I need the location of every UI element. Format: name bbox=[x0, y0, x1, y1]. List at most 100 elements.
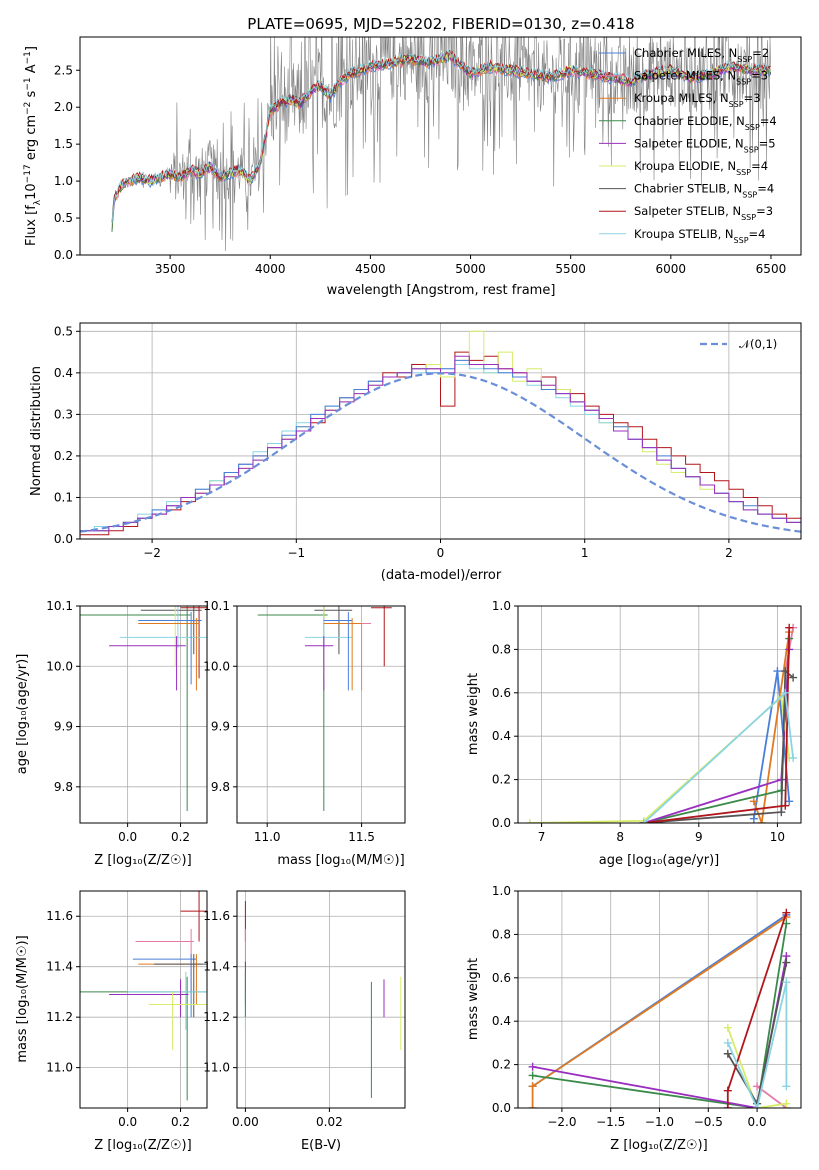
y-tick-label: 1.0 bbox=[492, 884, 511, 898]
weight-line bbox=[529, 695, 791, 823]
legend-eq: = bbox=[760, 114, 770, 128]
axes-frame bbox=[79, 605, 208, 824]
legend-ssp-sub: SSP bbox=[734, 235, 749, 244]
legend-ssp-sub: SSP bbox=[742, 190, 757, 199]
x-tick-label: 4000 bbox=[255, 262, 286, 276]
weight-marker bbox=[525, 819, 534, 823]
panel-age-vs-mass: 11.0 11.5 9.8 9.9 10.0 10.1 mass [log₁₀(M/M☉)] bbox=[203, 599, 406, 868]
weight-marker bbox=[753, 1104, 762, 1108]
y-axis-label: mass weight bbox=[466, 958, 481, 1040]
legend-name: Kroupa MILES bbox=[634, 91, 713, 105]
y-tick-label: 11.0 bbox=[46, 1061, 73, 1075]
weight-marker bbox=[782, 978, 791, 987]
legend-nssp-label: , N bbox=[720, 159, 736, 173]
x-tick-label: 9 bbox=[695, 830, 703, 844]
panel-spectrum: 3500 4000 4500 5000 5500 6000 6500 0.0 0.5 1.0 1.5… bbox=[23, 36, 802, 298]
weight-marker bbox=[789, 753, 798, 762]
y-tick-label: 0.1 bbox=[54, 490, 73, 504]
weight-marker bbox=[781, 801, 790, 810]
x-tick-label: 6500 bbox=[756, 262, 787, 276]
legend-eq: = bbox=[744, 91, 754, 105]
legend-name: Chabrier MILES bbox=[634, 46, 721, 60]
panel-weight-vs-age: 7 8 9 10 0.0 0.2 0.4 0.6 0.8 1.0 age [log₁₀(age/yr… bbox=[466, 599, 802, 868]
legend-name: Kroupa STELIB bbox=[634, 227, 718, 241]
weight-marker bbox=[723, 1104, 732, 1108]
x-tick-label: 0.0 bbox=[118, 1115, 137, 1129]
y-tick-label: 11.6 bbox=[46, 909, 73, 923]
x-tick-label: 6000 bbox=[656, 262, 687, 276]
plot-area bbox=[244, 901, 402, 1098]
legend-nssp: 2 bbox=[762, 46, 769, 60]
x-tick-label: 0.0 bbox=[748, 1115, 767, 1129]
legend-entry: Kroupa MILES, NSSP=3 bbox=[634, 91, 761, 109]
legend-nssp: 4 bbox=[758, 227, 765, 241]
panel-residuals: −2 −1 0 1 2 0.0 0.1 0.2 0.3 0.4 0.5 (data-model)/er… bbox=[29, 322, 802, 583]
legend-nssp: 4 bbox=[769, 114, 776, 128]
y-axis-label: mass [log₁₀(M/M☉)] bbox=[15, 935, 30, 1062]
weight-marker bbox=[723, 1086, 732, 1095]
panel-weight-vs-Z: −2.0 −1.5 −1.0 −0.5 0.0 0.0 0.2 0.4 0.6 0.8 1.0 Z [… bbox=[466, 884, 802, 1153]
y-tick-label: 1.0 bbox=[54, 174, 73, 188]
weight-line bbox=[532, 923, 788, 1108]
gaussian-line bbox=[80, 372, 801, 533]
legend-entry: 𝒩(0,1) bbox=[739, 337, 777, 351]
weight-marker bbox=[782, 1082, 791, 1091]
axes-frame bbox=[79, 890, 208, 1109]
legend-nssp-label: , N bbox=[713, 91, 729, 105]
y-tick-label: 0.5 bbox=[54, 324, 73, 338]
y-tick-label: 0.6 bbox=[492, 971, 511, 985]
y-tick-label: 11.4 bbox=[203, 960, 230, 974]
x-tick-label: −2.0 bbox=[547, 1115, 576, 1129]
legend-eq: = bbox=[752, 46, 762, 60]
legend-entry: Salpeter MILES, NSSP=3 bbox=[634, 69, 768, 87]
legend-name: Salpeter MILES bbox=[634, 69, 720, 83]
legend-nssp: 4 bbox=[767, 182, 774, 196]
legend-name: Salpeter ELODIE bbox=[634, 136, 728, 150]
x-tick-label: −1 bbox=[287, 546, 305, 560]
y-tick-label: 0.8 bbox=[492, 642, 511, 656]
weight-marker bbox=[528, 1082, 537, 1091]
legend-entry: Chabrier STELIB, NSSP=4 bbox=[634, 182, 774, 200]
weight-marker bbox=[749, 797, 758, 806]
legend-nssp-label: , N bbox=[728, 136, 744, 150]
legend-nssp-label: , N bbox=[721, 46, 737, 60]
legend-ssp-sub: SSP bbox=[741, 213, 756, 222]
y-tick-label: 9.9 bbox=[211, 720, 230, 734]
legend-ssp-sub: SSP bbox=[745, 122, 760, 131]
spectrum-model-line bbox=[111, 48, 771, 224]
x-tick-label: 0.0 bbox=[118, 830, 137, 844]
axes-frame bbox=[236, 605, 406, 824]
legend-entry: Kroupa ELODIE, NSSP=4 bbox=[634, 159, 768, 177]
weight-marker bbox=[723, 1038, 732, 1047]
axes-frame bbox=[79, 36, 802, 256]
x-tick-label: −2 bbox=[143, 546, 161, 560]
plot-area bbox=[111, 37, 771, 252]
histogram-step bbox=[80, 355, 801, 539]
legend-eq: = bbox=[751, 159, 761, 173]
y-tick-label: 10.0 bbox=[46, 659, 73, 673]
weight-marker bbox=[723, 1023, 732, 1032]
y-axis-label: Normed distribution bbox=[29, 366, 44, 496]
x-axis-label: Z [log₁₀(Z/Z☉)] bbox=[94, 1138, 191, 1153]
plot-area bbox=[257, 606, 392, 811]
y-tick-label: 10.0 bbox=[203, 659, 230, 673]
y-tick-label: 9.8 bbox=[211, 780, 230, 794]
x-tick-label: 8 bbox=[616, 830, 624, 844]
y-tick-label: 11.6 bbox=[203, 909, 230, 923]
weight-marker bbox=[723, 1049, 732, 1058]
legend-entry: Salpeter STELIB, NSSP=3 bbox=[634, 204, 773, 222]
legend-entry: Chabrier MILES, NSSP=2 bbox=[634, 46, 769, 64]
weight-marker bbox=[782, 958, 791, 967]
x-axis-label: Z [log₁₀(Z/Z☉)] bbox=[610, 1138, 707, 1153]
legend-ssp-sub: SSP bbox=[736, 77, 751, 86]
y-tick-label: 0.0 bbox=[54, 248, 73, 262]
legend-nssp: 3 bbox=[753, 91, 760, 105]
weight-line bbox=[726, 1027, 787, 1108]
panel-mass-vs-ebv: 0.00 0.02 11.0 11.2 11.4 11.6 E(B-V) bbox=[203, 890, 406, 1153]
legend-ssp-sub: SSP bbox=[744, 145, 759, 154]
y-tick-label: 11.4 bbox=[46, 960, 73, 974]
weight-marker bbox=[773, 667, 782, 676]
x-tick-label: 11.0 bbox=[254, 830, 281, 844]
weight-marker bbox=[528, 1104, 537, 1108]
